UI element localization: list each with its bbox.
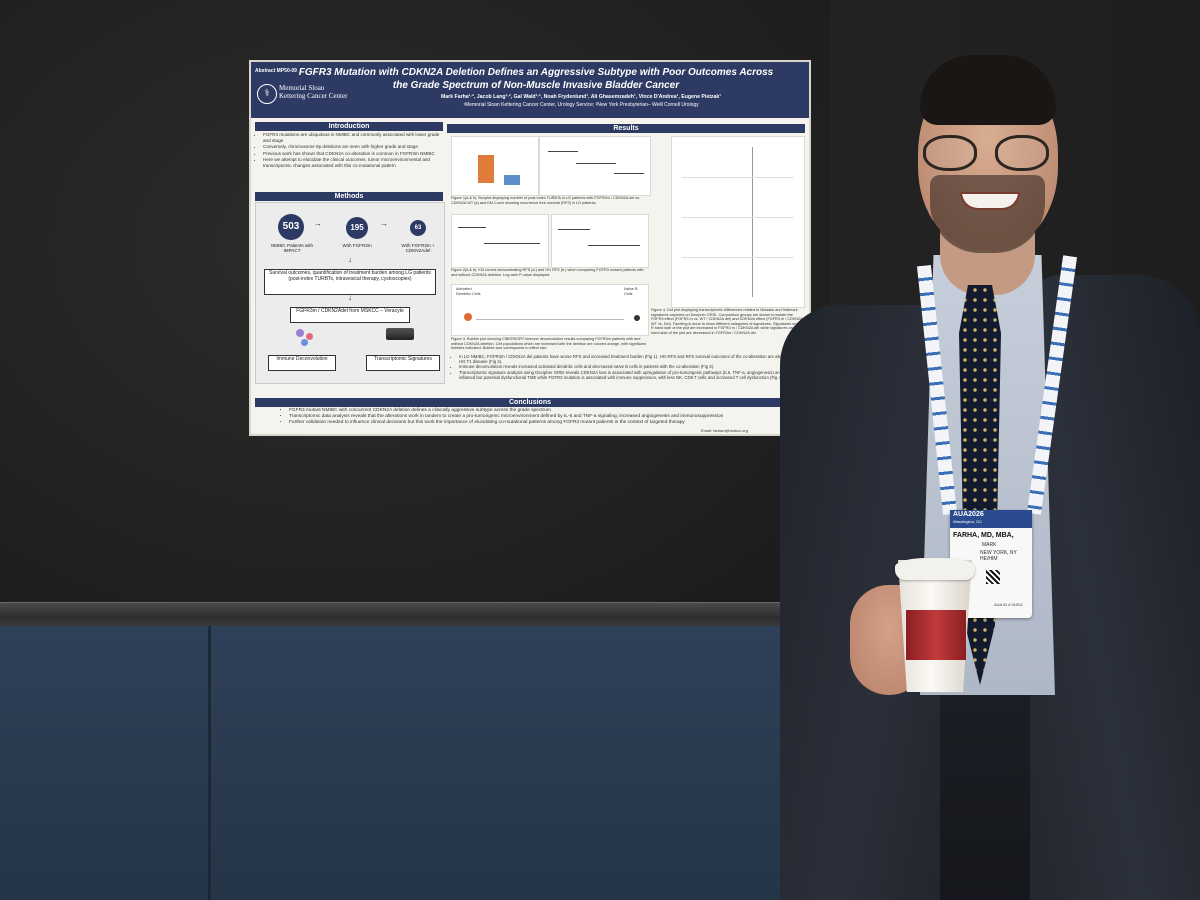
glasses-icon (923, 135, 1053, 171)
arrow-right-icon: → (380, 219, 388, 228)
methods-heading: Methods (255, 192, 443, 201)
poster-authors: Mark Farha¹·², Jacob Lang¹·², Gal Wald¹·… (440, 94, 722, 100)
conclusions-list: FGFR3 mutant NMIBC with concurrent CDKN2… (281, 408, 789, 425)
institution-logo-text: Memorial Sloan Kettering Cancer Center (279, 84, 348, 100)
poster-title: FGFR3 Mutation with CDKN2A Deletion Defi… (298, 67, 774, 91)
cup-sleeve (906, 610, 966, 660)
qr-code-icon (986, 570, 1000, 584)
intro-item: Conversely, chromosome 9p deletions are … (263, 144, 448, 150)
figure-4-caption: Figure 4. Dot plot displaying transcript… (651, 308, 803, 335)
intro-item: FGFR3 mutations are ubiquitous in NMIBC … (263, 132, 448, 143)
wall-panel-left (0, 626, 211, 900)
km-hg-rfs-figure (551, 214, 649, 268)
badge-first-name: MARK (982, 542, 997, 548)
results-item: Transcriptomic signature analysis using … (459, 370, 804, 380)
results-item: Immune deconvolution reveals increased a… (459, 364, 804, 369)
dot-plot-figure (671, 136, 805, 308)
naive-b-label: Naïve B Cells (624, 287, 638, 296)
abstract-number: Abstract MP50-09 (255, 68, 297, 74)
km-rfs-figure (451, 214, 549, 268)
introduction-heading: Introduction (255, 122, 443, 131)
poster-footer-email: Email: farham@mskcc.org (701, 428, 748, 433)
arrow-right-icon: → (314, 219, 322, 228)
intro-item: Here we attempt to elucidate the clinica… (263, 157, 448, 168)
results-list: In LG NMIBC, FGFR3m / CDKN2A del patient… (451, 354, 804, 380)
results-heading: Results (447, 124, 805, 133)
sequencer-illustration (386, 328, 414, 340)
msk-logo-icon: ⚕ (257, 84, 277, 104)
boxplot-blue (504, 175, 520, 185)
badge-last-name: FARHA, MD, MBA, (953, 532, 1014, 539)
badge-city-text: NEW YORK, NY (980, 550, 1017, 556)
cohort-count-63: 63 (410, 220, 426, 236)
presenter: AUA2026 Washington, DC FARHA, MD, MBA, M… (780, 55, 1200, 900)
cohort-label: With FGFR3m (342, 243, 372, 248)
results-item: In LG NMIBC, FGFR3m / CDKN2A del patient… (459, 354, 804, 364)
badge-city: NEW YORK, NY HE/HIM (980, 550, 1017, 562)
cup-lid (895, 558, 975, 580)
figure-3-caption: Figure 3. Bubble plot showing CIBERSORT … (451, 337, 646, 351)
tie (959, 285, 1001, 685)
intro-item: Previous work has shown that CDKN2A co-a… (263, 151, 448, 157)
boxplot-orange (478, 155, 494, 183)
transcriptomic-signatures-box: Transcriptomic Signatures (366, 355, 440, 371)
conclusion-item: Transcriptomic data analysis reveals tha… (289, 414, 789, 420)
smile (960, 192, 1020, 210)
bubble-plot-figure: Activated Dendritic Cells Naïve B Cells (451, 284, 649, 336)
badge-pronoun: HE/HIM (980, 556, 998, 562)
poster-affiliations: ¹Memorial Sloan Kettering Cancer Center,… (463, 102, 699, 108)
hair (920, 55, 1056, 125)
badge-id: AUA ID # 01001 (994, 602, 1023, 607)
arrow-down-icon: ↓ (348, 293, 352, 302)
badge-header: AUA2026 Washington, DC (950, 510, 1032, 528)
introduction-list: FGFR3 mutations are ubiquitous in NMIBC … (255, 132, 448, 170)
conclusion-item: FGFR3 mutant NMIBC with concurrent CDKN2… (289, 408, 789, 414)
conclusion-item: Further validation needed to influence c… (289, 420, 789, 426)
figure-2-caption: Figure 2(a & b). KM curves demonstrating… (451, 268, 644, 277)
cohort-count-195: 195 (346, 217, 368, 239)
activated-dc-label: Activated Dendritic Cells (456, 287, 481, 296)
boxplot-figure (451, 136, 539, 196)
km-curve-figure (539, 136, 651, 196)
cohort-label: NMIBC Patients with IMPACT (270, 243, 314, 254)
poster-header: Abstract MP50-09 ⚕ Memorial Sloan Ketter… (251, 62, 809, 118)
board-rail (0, 602, 830, 627)
survival-outcomes-box: Survival outcomes, quantification of tre… (264, 269, 436, 295)
beard (930, 175, 1045, 253)
immune-deconvolution-box: Immune Deconvolution (268, 355, 336, 371)
badge-location: Washington, DC (953, 519, 982, 524)
wall-panel-center (211, 626, 834, 900)
cohort-count-503: 503 (278, 214, 304, 240)
conclusions-heading: Conclusions (255, 398, 805, 407)
arrow-down-icon: ↓ (348, 255, 352, 264)
figure-1-caption: Figure 1(a & b). Boxplot displaying numb… (451, 196, 641, 205)
badge-event: AUA2026 (953, 511, 984, 518)
veracyte-box: FGFR3m / CDKN2Adel from MSKCC – Veracyte (290, 307, 410, 323)
cohort-label: With FGFR3m + CDKN2Adel (401, 243, 435, 254)
methods-flowchart: 503 → 195 → 63 NMIBC Patients with IMPAC… (255, 202, 445, 384)
research-poster: Abstract MP50-09 ⚕ Memorial Sloan Ketter… (251, 62, 809, 434)
